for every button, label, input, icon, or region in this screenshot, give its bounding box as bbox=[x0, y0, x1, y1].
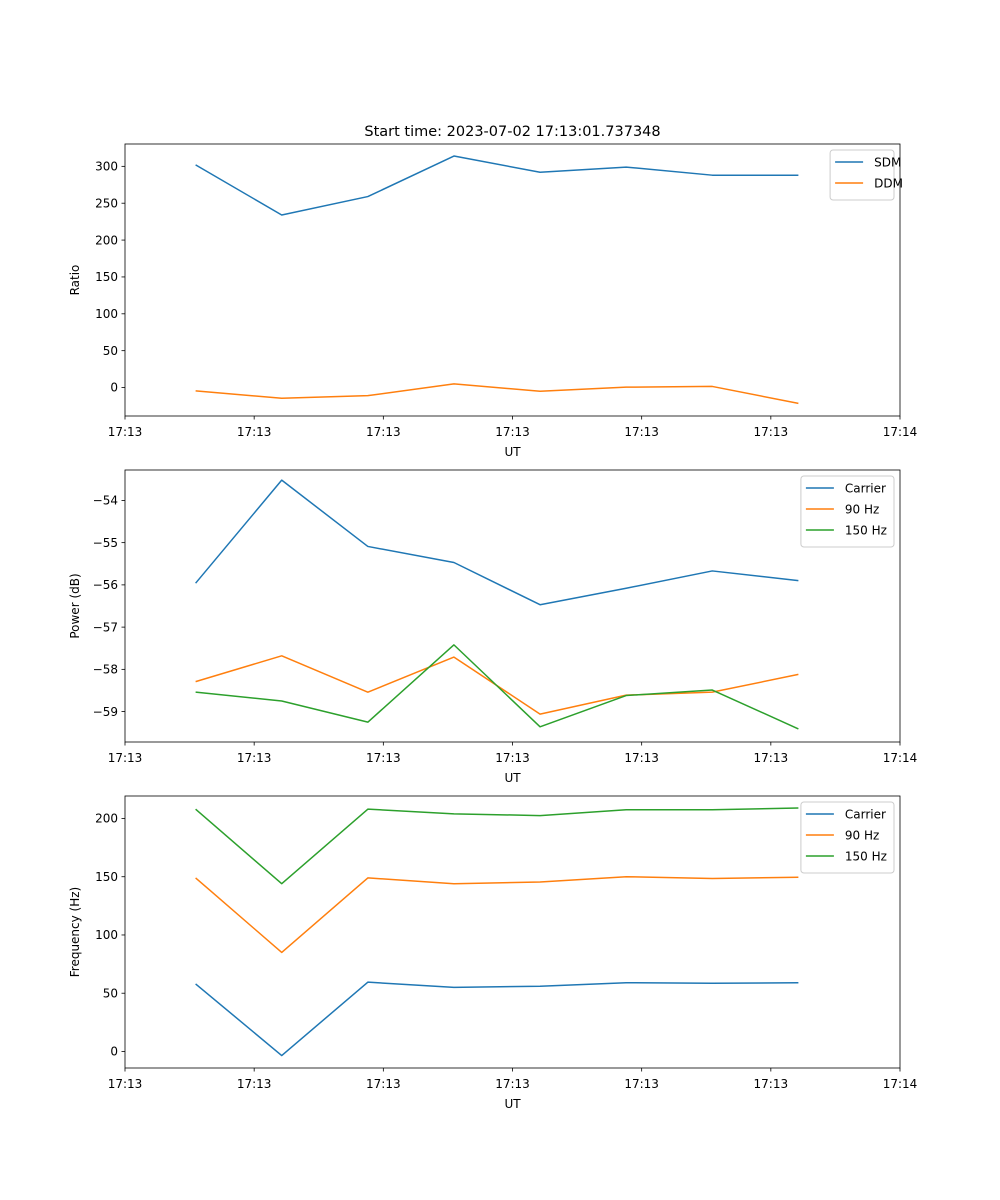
y-tick-label: −57 bbox=[93, 620, 118, 634]
x-tick-label: 17:14 bbox=[883, 751, 918, 765]
series-line-150-hz bbox=[195, 807, 799, 885]
series-line-ddm bbox=[195, 383, 799, 405]
x-axis-label: UT bbox=[504, 445, 521, 459]
chart-title: Start time: 2023-07-02 17:13:01.737348 bbox=[364, 124, 660, 140]
series-line-90-hz bbox=[195, 875, 799, 954]
x-tick-label: 17:13 bbox=[366, 751, 401, 765]
x-tick-label: 17:13 bbox=[237, 1077, 272, 1091]
x-tick-label: 17:13 bbox=[754, 425, 789, 439]
x-axis-label: UT bbox=[504, 1097, 521, 1111]
series-line-150-hz bbox=[195, 644, 799, 730]
subplot-2: 17:13 17:13 17:13 17:13 17:13 17:13 17:14 −59 −5… bbox=[68, 469, 918, 785]
y-tick-label: 250 bbox=[95, 196, 118, 210]
y-tick-label: 150 bbox=[95, 270, 118, 284]
subplot-3: 17:13 17:13 17:13 17:13 17:13 17:13 17:14 0 50 10… bbox=[68, 795, 918, 1111]
y-axis-label: Power (dB) bbox=[68, 573, 82, 638]
legend: Carrier 90 Hz 150 Hz bbox=[800, 475, 895, 548]
y-axis-label: Ratio bbox=[68, 265, 82, 296]
y-tick-label: 50 bbox=[103, 986, 118, 1000]
series-line-carrier bbox=[195, 479, 799, 606]
subplot-1: Start time: 2023-07-02 17:13:01.737348 17… bbox=[68, 124, 917, 459]
y-tick-label: 100 bbox=[95, 928, 118, 942]
x-tick-label: 17:13 bbox=[495, 425, 530, 439]
y-tick-label: 0 bbox=[110, 1045, 118, 1059]
y-tick-label: 50 bbox=[103, 344, 118, 358]
x-tick-label: 17:13 bbox=[366, 425, 401, 439]
y-tick-label: −58 bbox=[93, 663, 118, 677]
x-tick-label: 17:13 bbox=[237, 751, 272, 765]
x-tick-label: 17:13 bbox=[624, 425, 659, 439]
x-tick-label: 17:13 bbox=[108, 751, 143, 765]
x-tick-label: 17:13 bbox=[495, 1077, 530, 1091]
x-tick-label: 17:13 bbox=[754, 751, 789, 765]
x-tick-label: 17:13 bbox=[495, 751, 530, 765]
legend-label: 90 Hz bbox=[845, 828, 879, 842]
y-tick-label: 200 bbox=[95, 233, 118, 247]
x-tick-label: 17:13 bbox=[624, 1077, 659, 1091]
x-tick-label: 17:14 bbox=[883, 425, 918, 439]
y-tick-label: −56 bbox=[93, 578, 118, 592]
x-tick-label: 17:13 bbox=[754, 1077, 789, 1091]
legend-label: DDM bbox=[874, 176, 903, 190]
x-tick-label: 17:13 bbox=[108, 425, 143, 439]
legend-label: 150 Hz bbox=[845, 523, 887, 537]
series-line-carrier bbox=[195, 981, 799, 1057]
legend-label: 90 Hz bbox=[845, 502, 879, 516]
legend-label: Carrier bbox=[845, 481, 886, 495]
legend: SDM DDM bbox=[829, 149, 903, 201]
y-tick-label: 150 bbox=[95, 870, 118, 884]
x-tick-label: 17:13 bbox=[366, 1077, 401, 1091]
legend-label: SDM bbox=[874, 155, 901, 169]
axes-frame bbox=[124, 143, 901, 417]
y-tick-label: −59 bbox=[93, 705, 118, 719]
legend-label: 150 Hz bbox=[845, 849, 887, 863]
x-tick-label: 17:13 bbox=[108, 1077, 143, 1091]
x-tick-label: 17:13 bbox=[624, 751, 659, 765]
axes-frame bbox=[124, 795, 901, 1069]
x-axis-label: UT bbox=[504, 771, 521, 785]
y-tick-label: 300 bbox=[95, 160, 118, 174]
x-tick-label: 17:14 bbox=[883, 1077, 918, 1091]
x-tick-label: 17:13 bbox=[237, 425, 272, 439]
y-tick-label: −55 bbox=[93, 536, 118, 550]
y-axis-label: Frequency (Hz) bbox=[68, 887, 82, 978]
y-tick-label: 200 bbox=[95, 812, 118, 826]
legend: Carrier 90 Hz 150 Hz bbox=[800, 801, 895, 874]
y-tick-label: −54 bbox=[93, 494, 118, 508]
legend-label: Carrier bbox=[845, 807, 886, 821]
y-tick-label: 100 bbox=[95, 307, 118, 321]
series-line-sdm bbox=[195, 155, 799, 216]
y-tick-label: 0 bbox=[110, 381, 118, 395]
